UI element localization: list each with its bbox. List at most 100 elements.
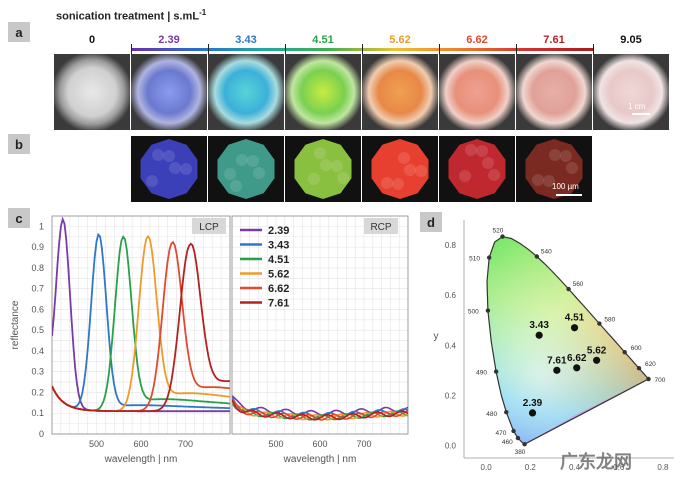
- micrograph-area: [371, 139, 429, 199]
- sonication-title-text: sonication treatment | s.mL: [56, 10, 200, 23]
- watermark: 广东龙网: [560, 452, 632, 472]
- cie-x-tick: 0.6: [613, 463, 625, 472]
- cie-data-point: [528, 409, 537, 417]
- micrograph-texture: [230, 180, 242, 192]
- locus-wavelength-label: 460: [502, 439, 513, 446]
- locus-wavelength-label: 510: [469, 256, 480, 263]
- locus-marker: [636, 366, 642, 371]
- micrograph-texture: [560, 150, 572, 162]
- micrograph-texture: [163, 150, 175, 162]
- panel-tag-bg: [192, 218, 226, 234]
- micrograph: [131, 136, 207, 202]
- micrograph-texture: [476, 145, 488, 157]
- cie-y-tick: 0.4: [445, 341, 457, 350]
- micrograph-texture: [482, 157, 494, 169]
- locus-marker: [534, 254, 540, 259]
- micrograph-texture: [146, 175, 158, 187]
- spectral-locus-outline: [486, 235, 650, 445]
- cie-chromaticity-chart: 0.00.20.40.60.80.00.20.40.60.8xy38046047…: [434, 220, 674, 472]
- cie-x-tick: 0.2: [525, 463, 537, 472]
- locus-marker: [522, 442, 527, 447]
- micrograph-texture: [549, 149, 561, 161]
- micrograph-texture: [532, 174, 544, 186]
- x-axis-label: wavelength | nm: [283, 454, 357, 465]
- dish-scalebar: [632, 113, 650, 115]
- micrograph-texture: [224, 168, 236, 180]
- locus-wavelength-label: 480: [486, 411, 497, 418]
- legend-label: 6.62: [268, 283, 289, 295]
- cie-x-tick: 0.8: [657, 463, 669, 472]
- color-bar-divider: [208, 44, 209, 54]
- dish-photo: [362, 54, 438, 130]
- concentration-label: 0: [88, 34, 96, 46]
- color-bar-divider: [362, 44, 363, 54]
- y-tick-label: 0.7: [31, 284, 44, 294]
- legend-label: 7.61: [268, 298, 289, 310]
- cie-point-label: 3.43: [529, 320, 549, 331]
- y-tick-label: 1: [39, 221, 44, 231]
- cie-point-label: 2.39: [523, 398, 543, 409]
- cie-point-label: 6.62: [567, 353, 587, 364]
- y-tick-label: 0.2: [31, 387, 44, 397]
- cie-point-label: 7.61: [547, 355, 567, 366]
- concentration-label: 2.39: [158, 34, 180, 46]
- dish-photo: [131, 54, 207, 130]
- dish-photo: [54, 54, 130, 130]
- locus-marker: [646, 376, 651, 382]
- plot-frame-rcp: [231, 215, 409, 435]
- micrograph-area: [448, 139, 506, 199]
- dish-photo: [516, 54, 592, 130]
- color-bar-divider: [131, 44, 132, 54]
- rcp-series-line: [232, 402, 408, 421]
- micro-scalebar-label: 100 µm: [552, 182, 579, 191]
- micrograph-area: [294, 139, 352, 199]
- lcp-series-line: [52, 232, 230, 409]
- x-tick-label: 700: [356, 439, 371, 449]
- micrograph-texture: [236, 154, 248, 166]
- locus-wavelength-label: 580: [604, 317, 615, 324]
- sonication-title-sup: -1: [199, 8, 207, 17]
- micrograph-area: [140, 139, 198, 199]
- dish-photo: [439, 54, 515, 130]
- dish-photo: [593, 54, 669, 130]
- dish-photo: [285, 54, 361, 130]
- x-tick-label: 700: [178, 439, 193, 449]
- micrograph-texture: [253, 167, 265, 179]
- y-tick-label: 0.8: [31, 263, 44, 273]
- micrograph: [208, 136, 284, 202]
- y-tick-label: 0.6: [31, 304, 44, 314]
- micrograph-texture: [331, 160, 343, 172]
- cie-x-tick: 0.0: [481, 463, 493, 472]
- micrograph-texture: [566, 162, 578, 174]
- panel-tag: RCP: [370, 222, 391, 233]
- legend-label: 5.62: [268, 269, 289, 281]
- micrograph-texture: [465, 144, 477, 156]
- micro-scalebar: [556, 194, 582, 196]
- locus-marker: [493, 369, 499, 374]
- cie-data-point: [573, 364, 581, 372]
- dish-photo: [208, 54, 284, 130]
- locus-marker: [566, 286, 571, 292]
- locus-marker: [597, 321, 602, 326]
- micrograph-texture: [459, 170, 471, 182]
- micrograph-area: [217, 139, 275, 199]
- micrograph-texture: [180, 163, 192, 175]
- legend-label: 2.39: [268, 225, 289, 237]
- micrograph-texture: [488, 169, 500, 181]
- locus-wavelength-label: 700: [655, 377, 666, 384]
- concentration-label: 6.62: [466, 34, 488, 46]
- cie-data-point: [593, 356, 601, 364]
- micrograph-texture: [404, 164, 416, 176]
- locus-wavelength-label: 470: [496, 430, 507, 437]
- cie-y-tick: 0.0: [445, 441, 457, 450]
- reflectance-spectra-chart: 0 0.1 0.2 0.3 0.4 0.5 0.6 0.7 0.8 0.9 1 500 500 600 60…: [10, 215, 409, 465]
- locus-wavelength-label: 540: [541, 249, 552, 256]
- locus-wavelength-label: 490: [476, 370, 487, 377]
- micrograph: [362, 136, 438, 202]
- micrograph-texture: [415, 165, 427, 177]
- micrograph-texture: [320, 159, 332, 171]
- micrograph: [516, 136, 592, 202]
- micrograph-texture: [398, 152, 410, 164]
- y-tick-label: 0.1: [31, 408, 44, 418]
- sonication-title: sonication treatment | s.mL-1: [56, 8, 206, 23]
